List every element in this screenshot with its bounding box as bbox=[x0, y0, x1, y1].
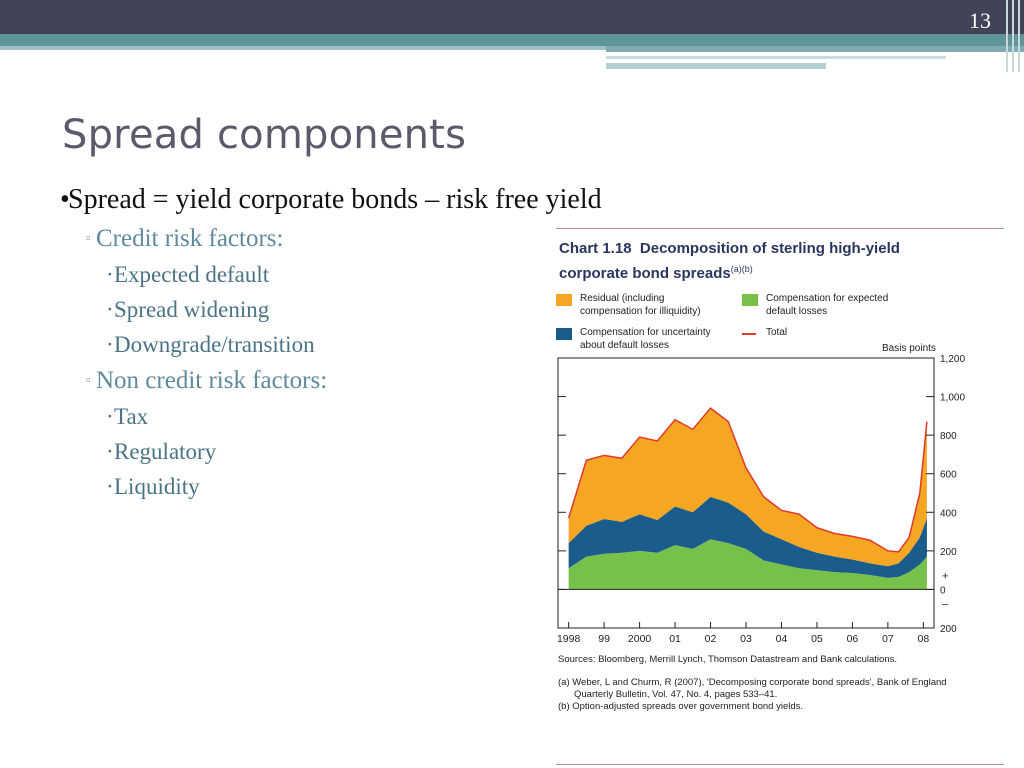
bullet-marker: · bbox=[106, 404, 114, 429]
y-tick-label: 200 bbox=[940, 547, 957, 558]
bullet-marker: • bbox=[60, 184, 70, 215]
header-stripe-light bbox=[0, 46, 606, 50]
legend-label: Compensation for expected default losses bbox=[766, 292, 941, 318]
header-stripe-short bbox=[606, 63, 826, 69]
legend-label: Residual (including compensation for illi… bbox=[580, 292, 755, 318]
bullet-marker: · bbox=[106, 297, 114, 322]
bullet-marker: ▫ bbox=[86, 372, 91, 387]
x-tick-label: 07 bbox=[882, 633, 894, 645]
bullet-text: Regulatory bbox=[114, 439, 217, 464]
chart-number: Chart 1.18 bbox=[559, 240, 632, 257]
bullet-text: Credit risk factors: bbox=[96, 225, 284, 252]
bullet-text: Spread widening bbox=[114, 297, 270, 322]
legend-label-line1: Compensation for uncertainty bbox=[580, 327, 711, 338]
area-series-3 bbox=[568, 408, 927, 567]
x-tick-label: 04 bbox=[776, 633, 788, 645]
bullet-noncredit-risk: ▫ Non credit risk factors: bbox=[60, 362, 780, 399]
y-tick-label: 1,000 bbox=[940, 393, 965, 404]
x-tick-label: 2000 bbox=[628, 633, 652, 645]
legend-label-line1: Residual (including bbox=[580, 293, 665, 304]
header-stripe-thin bbox=[606, 56, 946, 59]
area-series-1 bbox=[568, 539, 927, 590]
legend-label: Compensation for uncertainty about defaul… bbox=[580, 326, 755, 352]
x-tick-label: 06 bbox=[847, 633, 859, 645]
header-vertical-lines bbox=[1005, 0, 1024, 72]
legend-label-line1: Total bbox=[766, 327, 788, 338]
chart-note-b: (b) Option-adjusted spreads over governm… bbox=[558, 701, 804, 712]
legend-swatch bbox=[556, 294, 572, 306]
y-sign-plus: + bbox=[942, 570, 948, 582]
chart-note-a-line2: Quarterly Bulletin, Vol. 47, No. 4, page… bbox=[574, 689, 778, 700]
bullet-text: Non credit risk factors: bbox=[96, 367, 328, 394]
bullet-item: ·Downgrade/transition bbox=[60, 327, 780, 362]
bullet-text: Downgrade/transition bbox=[114, 332, 315, 357]
legend-label-line2: default losses bbox=[766, 306, 828, 317]
bullet-item: ·Spread widening bbox=[60, 292, 780, 327]
total-line bbox=[567, 407, 928, 553]
bullet-item: ·Liquidity bbox=[60, 469, 780, 504]
x-tick-label: 02 bbox=[705, 633, 717, 645]
header-stripe-right bbox=[606, 46, 1024, 52]
bullet-text: Tax bbox=[114, 404, 149, 429]
bullet-marker: · bbox=[106, 474, 114, 499]
page-number: 13 bbox=[969, 8, 991, 33]
x-tick-label: 08 bbox=[918, 633, 930, 645]
legend-label-line2: compensation for illiquidity) bbox=[580, 306, 701, 317]
x-tick-label: 05 bbox=[811, 633, 823, 645]
bullet-item: ·Expected default bbox=[60, 257, 780, 292]
units-label: Basis points bbox=[882, 343, 936, 354]
bullet-marker: ▫ bbox=[86, 230, 91, 245]
bullet-credit-risk: ▫ Credit risk factors: bbox=[60, 220, 780, 257]
chart-note-a: (a) Weber, L and Churm, R (2007), 'Decom… bbox=[558, 677, 947, 701]
legend-label: Total bbox=[766, 326, 941, 339]
x-tick-label: 1998 bbox=[557, 633, 581, 645]
chart-title: Chart 1.18 Decomposition of sterling hig… bbox=[559, 239, 999, 284]
chart-note-a-line1: (a) Weber, L and Churm, R (2007), 'Decom… bbox=[558, 677, 947, 688]
x-tick-label: 03 bbox=[740, 633, 752, 645]
y-tick-label: 200 bbox=[940, 624, 957, 635]
bullet-text: Spread = yield corporate bonds – risk fr… bbox=[68, 184, 602, 215]
legend-line-swatch bbox=[742, 333, 756, 335]
legend-label-line2: about default losses bbox=[580, 340, 669, 351]
bullet-item: ·Tax bbox=[60, 399, 780, 434]
header-stripe bbox=[0, 34, 1024, 46]
legend-swatch bbox=[556, 328, 572, 340]
bullet-marker: · bbox=[106, 439, 114, 464]
chart-title-line1: Decomposition of sterling high-yield bbox=[639, 240, 900, 257]
y-tick-label: 800 bbox=[940, 431, 957, 442]
bullet-spread-definition: •Spread = yield corporate bonds – risk f… bbox=[60, 180, 780, 220]
chart-sources: Sources: Bloomberg, Merrill Lynch, Thoms… bbox=[558, 654, 897, 665]
figure-bottom-rule bbox=[556, 764, 1004, 765]
x-tick-label: 99 bbox=[598, 633, 610, 645]
chart-figure: Chart 1.18 Decomposition of sterling hig… bbox=[556, 226, 1004, 766]
bullet-list: •Spread = yield corporate bonds – risk f… bbox=[60, 180, 780, 504]
chart-title-line2: corporate bond spreads bbox=[559, 265, 731, 282]
bullet-item: ·Regulatory bbox=[60, 434, 780, 469]
area-series-2 bbox=[568, 496, 927, 578]
chart-title-notes: (a)(b) bbox=[730, 264, 753, 274]
x-tick-label: 01 bbox=[669, 633, 681, 645]
legend-swatch bbox=[742, 294, 758, 306]
y-sign-minus: – bbox=[942, 598, 949, 610]
figure-top-rule bbox=[556, 228, 1004, 229]
legend-label-line1: Compensation for expected bbox=[766, 293, 889, 304]
bullet-marker: · bbox=[106, 332, 114, 357]
bullet-text: Expected default bbox=[114, 262, 270, 287]
y-tick-label: 0 bbox=[940, 585, 946, 596]
y-tick-label: 400 bbox=[940, 508, 957, 519]
y-tick-label: 600 bbox=[940, 470, 957, 481]
slide-title: Spread components bbox=[62, 112, 467, 158]
bullet-marker: · bbox=[106, 262, 114, 287]
header-bar bbox=[0, 0, 1024, 34]
bullet-text: Liquidity bbox=[114, 474, 200, 499]
y-tick-label: 1,200 bbox=[940, 354, 965, 365]
